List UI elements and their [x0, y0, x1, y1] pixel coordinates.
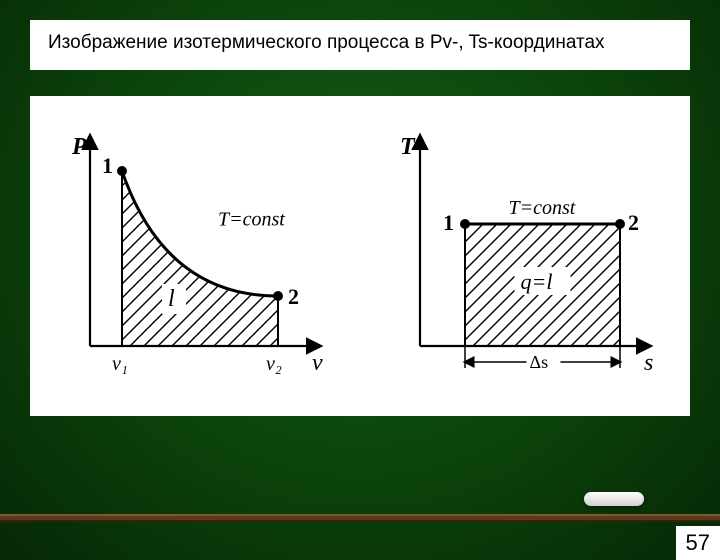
page-title: Изображение изотермического процесса в P…	[48, 30, 672, 56]
svg-text:T=const: T=const	[509, 197, 576, 219]
svg-text:v₂: v₂	[266, 353, 282, 375]
page-number: 57	[676, 526, 720, 560]
svg-text:1: 1	[443, 210, 454, 235]
svg-text:Δs: Δs	[530, 352, 549, 372]
title-box: Изображение изотермического процесса в P…	[30, 20, 690, 70]
svg-text:1: 1	[102, 153, 113, 178]
chalk-ledge	[584, 492, 644, 506]
svg-text:2: 2	[288, 284, 299, 309]
svg-text:T=const: T=const	[218, 208, 285, 230]
svg-text:v₁: v₁	[112, 353, 128, 375]
ledge-strip	[0, 514, 720, 522]
svg-text:l: l	[168, 286, 175, 312]
svg-text:q=l: q=l	[521, 269, 553, 294]
pv-diagram: Pv 1 2 T=const l v₁ v₂	[40, 116, 514, 376]
svg-text:P: P	[71, 134, 87, 160]
ts-diagram: Ts 1 2 T=const q=l Δs	[235, 116, 680, 376]
svg-text:v: v	[312, 350, 323, 376]
svg-text:T: T	[400, 134, 416, 160]
figure-box: Pv 1 2 T=const l v₁ v₂ Ts 1 2 T=const q=l Δs	[30, 96, 690, 416]
svg-text:2: 2	[628, 210, 639, 235]
svg-text:s: s	[644, 350, 653, 376]
diagrams-svg: Pv 1 2 T=const l v₁ v₂ Ts 1 2 T=const q=l Δs	[40, 106, 680, 406]
